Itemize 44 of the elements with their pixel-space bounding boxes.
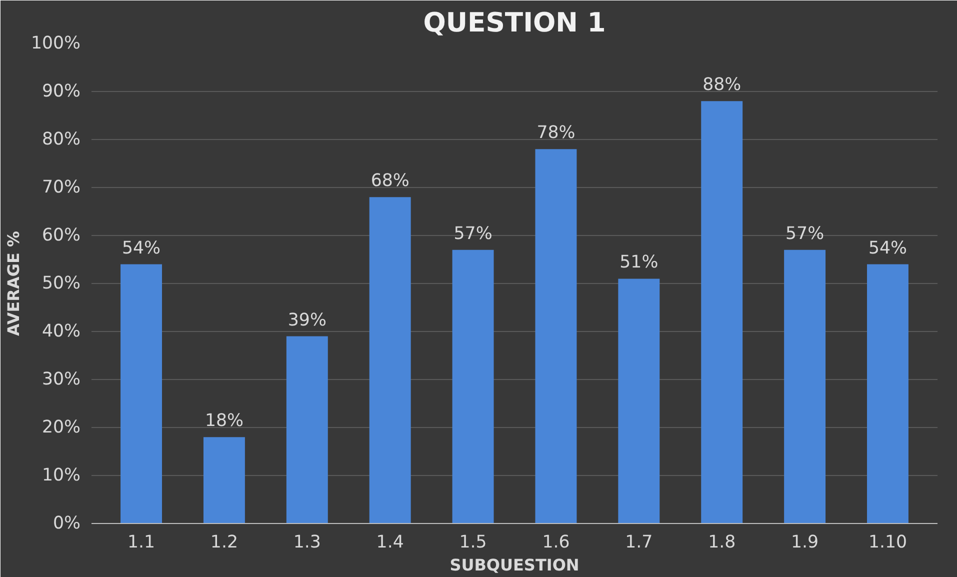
y-tick-label: 50%	[42, 274, 80, 294]
data-label: 39%	[288, 310, 326, 330]
data-label: 54%	[868, 238, 907, 258]
bar	[701, 101, 743, 524]
y-tick-label: 80%	[42, 130, 80, 150]
y-tick-label: 90%	[42, 82, 80, 102]
x-tick-label: 1.5	[459, 532, 487, 552]
y-tick-label: 0%	[53, 514, 81, 534]
bar	[535, 149, 577, 524]
data-label: 51%	[620, 252, 658, 273]
data-label: 57%	[454, 224, 492, 244]
data-label: 78%	[536, 123, 576, 144]
bar	[286, 336, 328, 524]
data-label: 54%	[122, 238, 161, 258]
bar	[120, 264, 162, 524]
y-axis-title: AVERAGE %	[4, 231, 23, 336]
data-label: 57%	[786, 224, 824, 244]
data-label: 68%	[370, 171, 410, 192]
y-tick-label: 40%	[42, 322, 80, 342]
y-tick-label: 100%	[30, 34, 81, 54]
bar	[618, 278, 660, 524]
bar	[452, 250, 494, 524]
y-tick-label: 60%	[42, 226, 80, 246]
y-tick-label: 10%	[42, 466, 80, 486]
x-tick-label: 1.2	[210, 532, 238, 552]
x-tick-label: 1.9	[791, 532, 819, 552]
x-tick-label: 1.1	[127, 532, 156, 552]
y-tick-label: 30%	[42, 370, 80, 390]
y-tick-label: 70%	[42, 178, 80, 198]
bar	[784, 250, 826, 524]
data-label: 88%	[702, 75, 742, 96]
bar	[369, 197, 411, 524]
chart-title: QUESTION 1	[423, 8, 606, 38]
x-axis-title: SUBQUESTION	[450, 556, 580, 574]
x-tick-label: 1.6	[542, 532, 570, 552]
x-tick-label: 1.7	[625, 532, 653, 552]
y-tick-label: 20%	[42, 418, 80, 438]
x-tick-label: 1.4	[376, 532, 404, 552]
data-label: 18%	[204, 411, 244, 432]
x-tick-label: 1.8	[708, 532, 736, 552]
bar	[867, 264, 908, 524]
x-tick-label: 1.10	[868, 532, 908, 552]
x-tick-label: 1.3	[293, 532, 321, 552]
bar	[203, 437, 245, 524]
